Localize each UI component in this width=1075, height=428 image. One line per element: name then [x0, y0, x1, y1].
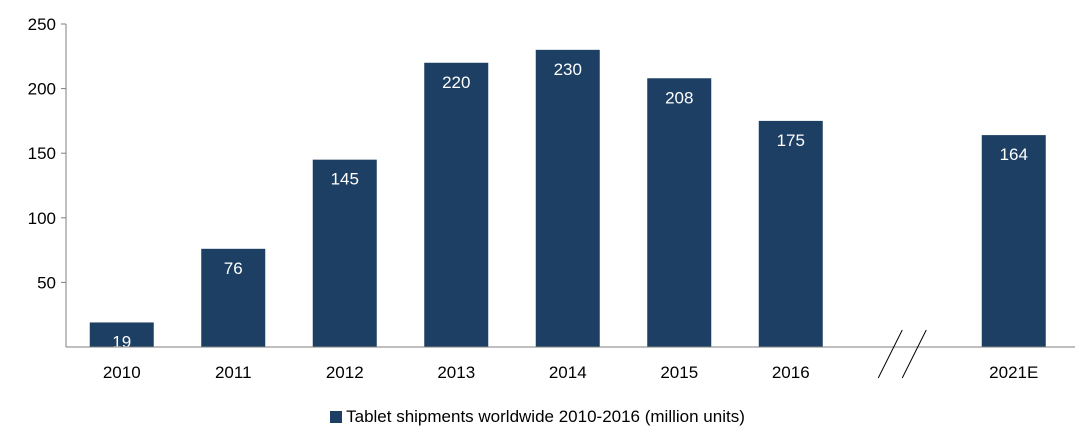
x-tick-label: 2015 [660, 363, 698, 382]
y-tick-label: 150 [28, 144, 56, 163]
bar [201, 248, 266, 347]
legend-label: Tablet shipments worldwide 2010-2016 (mi… [346, 407, 745, 426]
x-tick-label: 2016 [772, 363, 810, 382]
bar-data-label: 175 [777, 131, 805, 150]
y-tick-label: 100 [28, 209, 56, 228]
y-tick-label: 200 [28, 80, 56, 99]
x-tick-label: 2012 [326, 363, 364, 382]
axis-break-mark [877, 329, 903, 379]
bars: 19 76 145 220 230 208 175 164 [89, 49, 1046, 351]
x-tick-label: 2014 [549, 363, 587, 382]
x-tick-label: 2011 [215, 363, 252, 382]
axis-break-mark [901, 329, 927, 379]
legend-swatch [330, 411, 343, 423]
bar-data-label: 164 [1000, 145, 1028, 164]
x-tick-label: 2021E [989, 363, 1038, 382]
bar-data-label: 220 [442, 73, 470, 92]
x-axis: 2010 2011 2012 2013 2014 2015 2016 2021E [66, 329, 1075, 382]
bar-data-label: 145 [331, 170, 359, 189]
y-tick-label: 250 [28, 15, 56, 34]
bar-data-label: 208 [665, 88, 693, 107]
legend: Tablet shipments worldwide 2010-2016 (mi… [0, 406, 1075, 428]
bar-data-label: 230 [554, 60, 582, 79]
bar [981, 135, 1046, 347]
bar [424, 62, 489, 347]
bar-data-label: 19 [112, 332, 131, 351]
bar [535, 49, 600, 348]
bar [758, 120, 823, 348]
x-tick-label: 2010 [103, 363, 141, 382]
bar [647, 78, 712, 347]
y-axis: 50 100 150 200 250 [28, 15, 67, 347]
y-tick-label: 50 [37, 273, 56, 292]
x-tick-label: 2013 [437, 363, 475, 382]
bar [89, 322, 154, 347]
bar-chart: 50 100 150 200 250 19 76 145 220 230 208 175 164 20… [28, 15, 1075, 382]
bar [312, 159, 377, 347]
bar-data-label: 76 [224, 259, 243, 278]
